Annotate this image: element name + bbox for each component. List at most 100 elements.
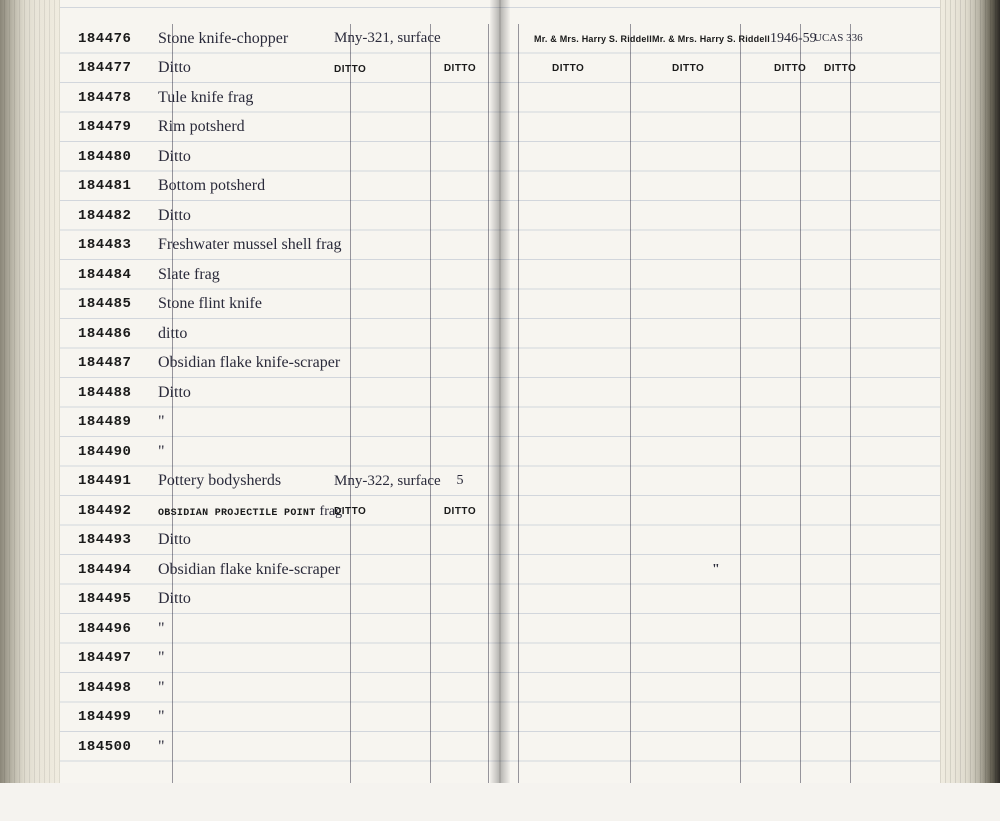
item-description: Ditto (150, 148, 330, 166)
quantity-column: 5 (440, 473, 480, 489)
catalog-number: 184482 (60, 208, 150, 224)
catalog-number: 184497 (60, 650, 150, 666)
ledger-row-blank (512, 585, 940, 615)
item-description: Ditto (150, 590, 330, 608)
ledger-row-blank (512, 614, 940, 644)
ledger-row: 184485Stone flint knife (60, 290, 500, 320)
ledger-row: 184492OBSIDIAN PROJECTILE POINTfragDITTO… (60, 496, 500, 526)
catalog-number: 184489 (60, 414, 150, 430)
ledger-row-blank (512, 290, 940, 320)
item-description: " (150, 649, 330, 667)
location-column: Mny-321, surface (330, 30, 440, 47)
item-description: " (150, 443, 330, 461)
book-spine (490, 0, 510, 783)
catalog-number: 184485 (60, 296, 150, 312)
ledger-row: 184477DittoDITTODITTO (60, 54, 500, 84)
ditto-stamp: DITTO (672, 63, 704, 74)
ledger-row: 184499" (60, 703, 500, 733)
ledger-row: 184493Ditto (60, 526, 500, 556)
right-page-header-row: Mr. & Mrs. Harry S. Riddell Mr. & Mrs. H… (512, 24, 940, 54)
catalog-number: 184488 (60, 385, 150, 401)
item-description: Ditto (150, 59, 330, 77)
catalog-number: 184484 (60, 267, 150, 283)
ledger-row: 184484Slate frag (60, 260, 500, 290)
ledger-row: 184488Ditto (60, 378, 500, 408)
item-description: Tule knife frag (150, 89, 330, 107)
right-page-ditto-row: DITTO DITTO DITTO DITTO (512, 54, 940, 84)
ledger-row-blank (512, 437, 940, 467)
typed-text: OBSIDIAN PROJECTILE POINT (158, 508, 316, 519)
item-description: Pottery bodysherds (150, 472, 330, 490)
ditto-stamp: DITTO (824, 63, 856, 74)
item-description: Obsidian flake knife-scraper (150, 354, 330, 372)
catalog-number: 184490 (60, 444, 150, 460)
item-description: OBSIDIAN PROJECTILE POINTfrag (150, 502, 330, 520)
item-description: Stone flint knife (150, 295, 330, 313)
catalog-number: 184498 (60, 680, 150, 696)
ledger-row-blank (512, 496, 940, 526)
ledger-row: 184478Tule knife frag (60, 83, 500, 113)
ledger-row: 184487Obsidian flake knife-scraper (60, 349, 500, 379)
ledger-row-blank (512, 467, 940, 497)
ledger-row-blank: " (512, 555, 940, 585)
ledger-row: 184476Stone knife-chopperMny-321, surfac… (60, 24, 500, 54)
ledger-row-blank (512, 703, 940, 733)
ditto-stamp: DITTO (774, 63, 806, 74)
item-description: Ditto (150, 207, 330, 225)
ledger-row-blank (512, 260, 940, 290)
left-page: 184476Stone knife-chopperMny-321, surfac… (60, 0, 500, 783)
ledger-row: 184482Ditto (60, 201, 500, 231)
collector-name-1: Mr. & Mrs. Harry S. Riddell (534, 34, 652, 44)
catalog-number: 184480 (60, 149, 150, 165)
catalog-number: 184479 (60, 119, 150, 135)
ditto-stamp: DITTO (552, 63, 584, 74)
collector-name-2: Mr. & Mrs. Harry S. Riddell (652, 34, 770, 44)
ledger-row: 184481Bottom potsherd (60, 172, 500, 202)
page-stack-left (0, 0, 60, 783)
ledger-row-blank (512, 83, 940, 113)
ledger-row-blank (512, 526, 940, 556)
ledger-row-blank (512, 201, 940, 231)
location-column: DITTO (330, 502, 440, 519)
item-description: Bottom potsherd (150, 177, 330, 195)
ledger-row-blank (512, 408, 940, 438)
ledger-row: 184496" (60, 614, 500, 644)
location-column: DITTO (330, 60, 440, 77)
reference-code: UCAS 336 (814, 33, 863, 44)
ledger-book: 184476Stone knife-chopperMny-321, surfac… (0, 0, 1000, 783)
ditto-stamp: DITTO (444, 63, 476, 74)
item-description: " (150, 679, 330, 697)
catalog-number: 184478 (60, 90, 150, 106)
ledger-row: 184500" (60, 732, 500, 762)
ledger-row-blank (512, 231, 940, 261)
ditto-stamp: DITTO (334, 64, 366, 75)
ledger-row-blank (512, 349, 940, 379)
ditto-stamp: DITTO (444, 506, 476, 517)
ledger-row-blank (512, 732, 940, 762)
ledger-row: 184497" (60, 644, 500, 674)
ledger-row-blank (512, 673, 940, 703)
catalog-number: 184499 (60, 709, 150, 725)
stray-mark: " (712, 562, 720, 578)
catalog-number: 184493 (60, 532, 150, 548)
item-description: Ditto (150, 531, 330, 549)
catalog-number: 184496 (60, 621, 150, 637)
catalog-number: 184494 (60, 562, 150, 578)
item-description: ditto (150, 325, 330, 343)
year-range: 1946-59 (770, 31, 817, 47)
ledger-row: 184480Ditto (60, 142, 500, 172)
ledger-row: 184490" (60, 437, 500, 467)
ledger-row: 184489" (60, 408, 500, 438)
right-page: Mr. & Mrs. Harry S. Riddell Mr. & Mrs. H… (500, 0, 940, 783)
ledger-row-blank (512, 644, 940, 674)
location-text: Mny-321, surface (334, 30, 441, 46)
item-description: Ditto (150, 384, 330, 402)
catalog-number: 184495 (60, 591, 150, 607)
item-description: " (150, 708, 330, 726)
ledger-row: 184495Ditto (60, 585, 500, 615)
catalog-number: 184491 (60, 473, 150, 489)
ledger-row-blank (512, 142, 940, 172)
ditto-stamp: DITTO (334, 506, 366, 517)
item-description: Obsidian flake knife-scraper (150, 561, 330, 579)
catalog-number: 184500 (60, 739, 150, 755)
